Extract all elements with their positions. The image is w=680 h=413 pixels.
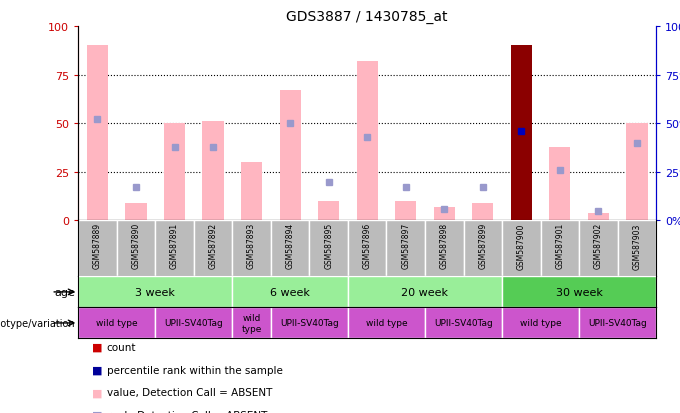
Text: wild
type: wild type [241, 313, 262, 333]
Bar [78, 277, 233, 308]
Bar [579, 308, 656, 339]
Text: 20 week: 20 week [401, 287, 449, 297]
Text: ■: ■ [92, 410, 102, 413]
Text: GSM587894: GSM587894 [286, 223, 294, 269]
Text: GSM587890: GSM587890 [131, 223, 141, 269]
Bar [241, 163, 262, 221]
Bar [579, 221, 617, 277]
Bar [425, 308, 502, 339]
Bar [233, 308, 271, 339]
Text: wild type: wild type [96, 319, 137, 328]
Bar [155, 308, 233, 339]
Text: GSM587896: GSM587896 [362, 223, 372, 269]
Text: ■: ■ [92, 387, 102, 397]
Text: GSM587899: GSM587899 [478, 223, 488, 269]
Text: age: age [54, 287, 75, 297]
Bar [425, 221, 464, 277]
Bar [203, 122, 224, 221]
Bar [87, 46, 108, 221]
Bar [588, 213, 609, 221]
Bar [502, 277, 656, 308]
Text: genotype/variation: genotype/variation [0, 318, 75, 328]
Text: GDS3887 / 1430785_at: GDS3887 / 1430785_at [286, 10, 448, 24]
Bar [511, 46, 532, 221]
Text: GSM587895: GSM587895 [324, 223, 333, 269]
Text: ■: ■ [92, 342, 102, 352]
Text: rank, Detection Call = ABSENT: rank, Detection Call = ABSENT [107, 410, 267, 413]
Text: wild type: wild type [366, 319, 407, 328]
Bar [348, 221, 386, 277]
Text: 30 week: 30 week [556, 287, 602, 297]
Bar [348, 308, 425, 339]
Text: GSM587891: GSM587891 [170, 223, 179, 268]
Bar [125, 204, 147, 221]
Text: count: count [107, 342, 136, 352]
Text: UPII-SV40Tag: UPII-SV40Tag [588, 319, 647, 328]
Bar [464, 221, 502, 277]
Bar [434, 207, 455, 221]
Bar [617, 221, 656, 277]
Bar [502, 221, 541, 277]
Bar [271, 221, 309, 277]
Text: 6 week: 6 week [270, 287, 310, 297]
Text: GSM587902: GSM587902 [594, 223, 603, 269]
Text: ■: ■ [92, 365, 102, 375]
Text: GSM587898: GSM587898 [440, 223, 449, 268]
Text: value, Detection Call = ABSENT: value, Detection Call = ABSENT [107, 387, 272, 397]
Bar [549, 147, 571, 221]
Text: GSM587903: GSM587903 [632, 223, 641, 269]
Text: GSM587897: GSM587897 [401, 223, 410, 269]
Bar [271, 308, 348, 339]
Bar [318, 202, 339, 221]
Bar [233, 221, 271, 277]
Text: GSM587893: GSM587893 [247, 223, 256, 269]
Text: GSM587892: GSM587892 [209, 223, 218, 268]
Bar [279, 91, 301, 221]
Text: UPII-SV40Tag: UPII-SV40Tag [165, 319, 223, 328]
Text: GSM587889: GSM587889 [93, 223, 102, 268]
Bar [386, 221, 425, 277]
Bar [164, 124, 185, 221]
Bar [356, 62, 378, 221]
Bar [233, 277, 348, 308]
Bar [348, 277, 502, 308]
Text: percentile rank within the sample: percentile rank within the sample [107, 365, 283, 375]
Bar [194, 221, 233, 277]
Bar [155, 221, 194, 277]
Bar [502, 308, 579, 339]
Bar [472, 204, 494, 221]
Text: wild type: wild type [520, 319, 562, 328]
Text: GSM587900: GSM587900 [517, 223, 526, 269]
Bar [117, 221, 155, 277]
Bar [395, 202, 416, 221]
Bar [78, 308, 155, 339]
Text: UPII-SV40Tag: UPII-SV40Tag [280, 319, 339, 328]
Bar [78, 221, 117, 277]
Text: UPII-SV40Tag: UPII-SV40Tag [434, 319, 493, 328]
Bar [309, 221, 348, 277]
Text: GSM587901: GSM587901 [556, 223, 564, 269]
Bar [541, 221, 579, 277]
Text: 3 week: 3 week [135, 287, 175, 297]
Bar [626, 124, 647, 221]
